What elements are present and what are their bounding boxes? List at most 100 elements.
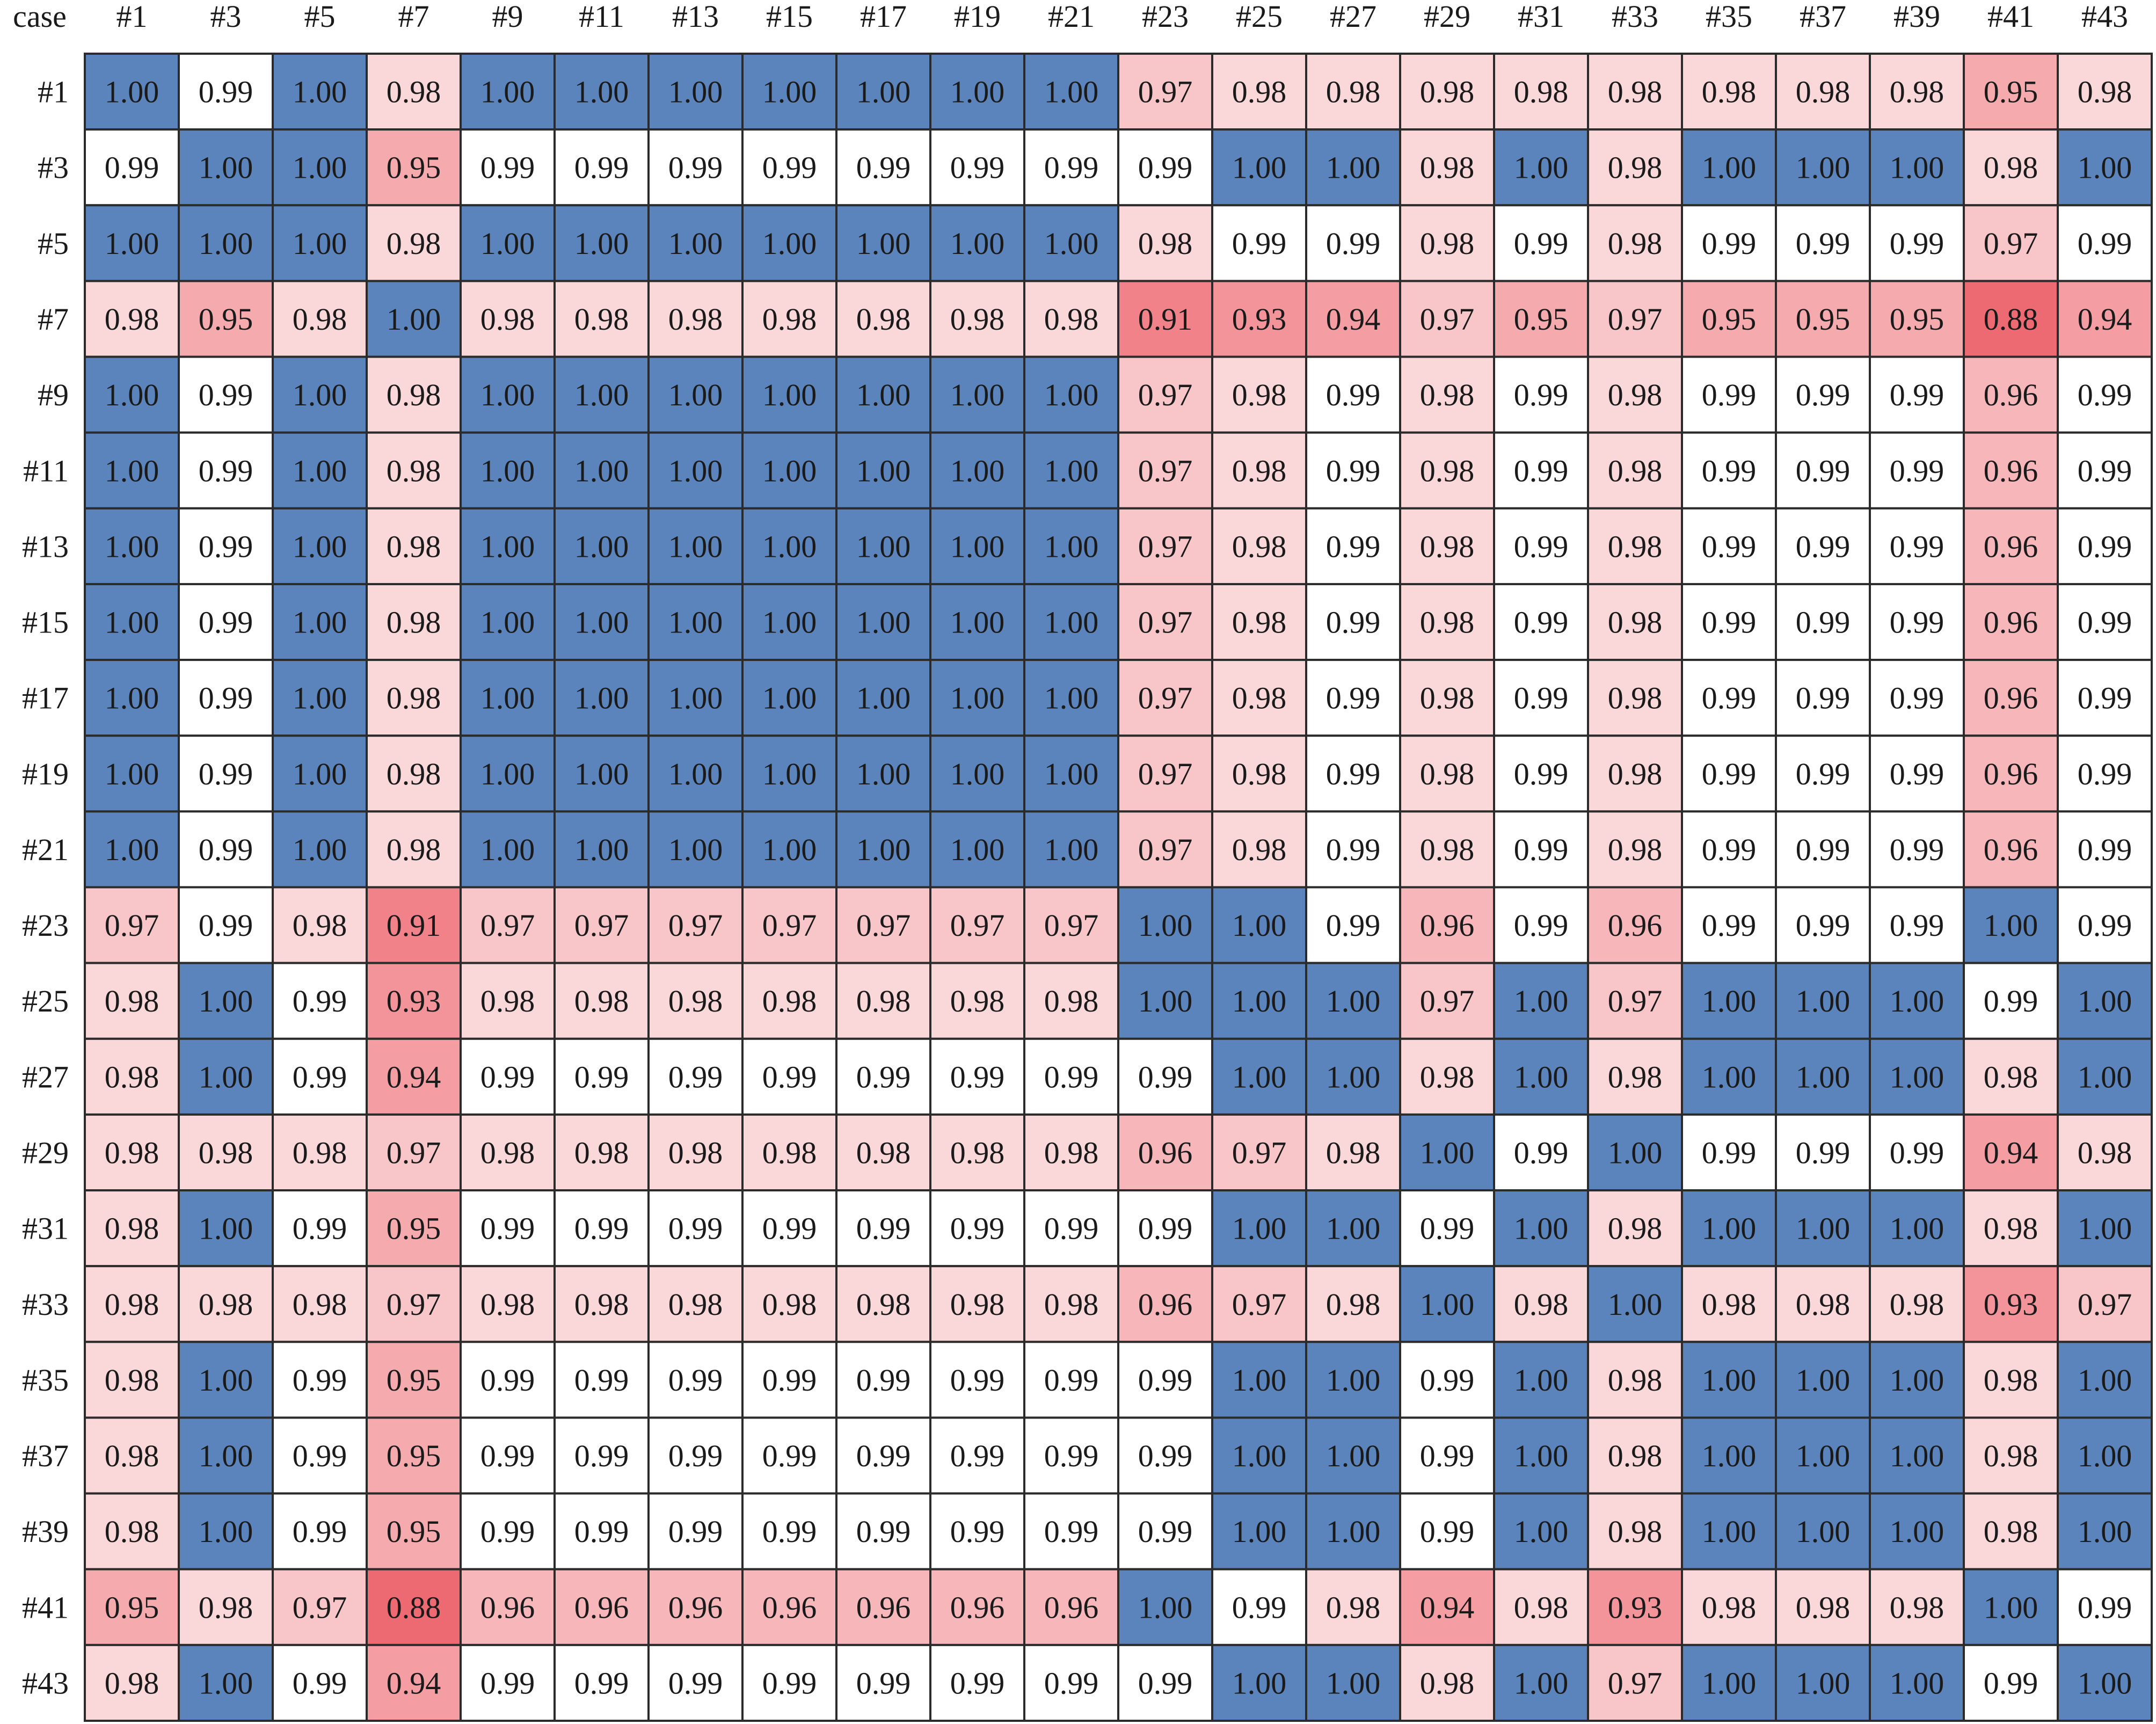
column-label: #11 bbox=[579, 0, 624, 34]
heatmap-cell bbox=[647, 128, 744, 207]
cell-value-label: 1.00 bbox=[1702, 1665, 1757, 1700]
cell-value-label: 0.99 bbox=[480, 1059, 535, 1094]
cell-value-label: 0.99 bbox=[762, 1438, 817, 1473]
cell-value-label: 0.96 bbox=[950, 1590, 1005, 1625]
cell-value-label: 0.98 bbox=[105, 1211, 159, 1246]
heatmap-cell bbox=[929, 431, 1025, 510]
heatmap-cell bbox=[1493, 1037, 1589, 1116]
heatmap-cell bbox=[929, 280, 1025, 358]
heatmap-cell bbox=[929, 810, 1025, 889]
cell-value-label: 1.00 bbox=[1326, 1059, 1381, 1094]
heatmap-cell bbox=[1587, 355, 1683, 434]
cell-value-label: 1.00 bbox=[574, 756, 629, 791]
heatmap-cell bbox=[1869, 734, 1965, 813]
cell-value-label: 0.98 bbox=[105, 1438, 159, 1473]
cell-value-label: 0.99 bbox=[1796, 832, 1851, 867]
heatmap-cell bbox=[553, 507, 650, 585]
cell-value-label: 1.00 bbox=[293, 605, 347, 640]
cell-value-label: 0.99 bbox=[2078, 377, 2132, 412]
cell-value-label: 1.00 bbox=[574, 605, 629, 640]
heatmap-cell bbox=[1211, 431, 1307, 510]
heatmap-cell bbox=[647, 810, 744, 889]
heatmap-cell bbox=[460, 1416, 556, 1495]
heatmap-cell bbox=[1493, 1265, 1589, 1343]
cell-value-label: 0.99 bbox=[1420, 1363, 1475, 1398]
heatmap-cell bbox=[178, 53, 274, 131]
cell-value-label: 0.99 bbox=[762, 1059, 817, 1094]
cell-value-label: 0.98 bbox=[480, 302, 535, 337]
heatmap-cell bbox=[1681, 1643, 1777, 1722]
cell-value-label: 1.00 bbox=[856, 605, 911, 640]
cell-value-label: 0.98 bbox=[1890, 75, 1944, 110]
heatmap-cell bbox=[1775, 507, 1871, 585]
row-label: #23 bbox=[22, 908, 69, 943]
cell-value-label: 0.97 bbox=[293, 1590, 347, 1625]
cell-value-label: 0.98 bbox=[1514, 1590, 1569, 1625]
heatmap-cell bbox=[1775, 734, 1871, 813]
cell-value-label: 0.97 bbox=[1138, 377, 1193, 412]
column-label: #19 bbox=[954, 0, 1001, 34]
heatmap-cell bbox=[1681, 53, 1777, 131]
row-label: #17 bbox=[22, 681, 69, 716]
heatmap-cell bbox=[460, 1643, 556, 1722]
cell-value-label: 0.98 bbox=[950, 984, 1005, 1019]
heatmap-cell bbox=[460, 962, 556, 1040]
column-label: #29 bbox=[1424, 0, 1470, 34]
cell-value-label: 0.98 bbox=[387, 75, 441, 110]
cell-value-label: 1.00 bbox=[856, 453, 911, 488]
cell-value-label: 0.99 bbox=[1044, 1665, 1099, 1700]
cell-value-label: 0.99 bbox=[199, 453, 253, 488]
cell-value-label: 0.98 bbox=[762, 1287, 817, 1322]
row-label: #29 bbox=[22, 1135, 69, 1170]
heatmap-cell bbox=[1023, 1037, 1119, 1116]
cell-value-label: 0.98 bbox=[1420, 1665, 1475, 1700]
cell-value-label: 1.00 bbox=[293, 756, 347, 791]
heatmap-cell bbox=[1117, 1037, 1213, 1116]
heatmap-cell bbox=[2057, 128, 2153, 207]
heatmap-cell bbox=[1399, 1492, 1495, 1570]
cell-value-label: 0.98 bbox=[293, 302, 347, 337]
cell-value-label: 1.00 bbox=[762, 226, 817, 261]
heatmap-cell bbox=[835, 280, 931, 358]
cell-value-label: 0.99 bbox=[1702, 605, 1757, 640]
cell-value-label: 1.00 bbox=[950, 529, 1005, 564]
cell-value-label: 1.00 bbox=[950, 605, 1005, 640]
cell-value-label: 1.00 bbox=[480, 605, 535, 640]
cell-value-label: 0.97 bbox=[574, 908, 629, 943]
heatmap-cell bbox=[835, 204, 931, 282]
cell-value-label: 0.99 bbox=[199, 832, 253, 867]
cell-value-label: 1.00 bbox=[480, 453, 535, 488]
heatmap-cell bbox=[1211, 1416, 1307, 1495]
cell-value-label: 0.94 bbox=[387, 1665, 441, 1700]
cell-value-label: 1.00 bbox=[480, 529, 535, 564]
cell-value-label: 0.99 bbox=[574, 1438, 629, 1473]
cell-value-label: 0.98 bbox=[1984, 1514, 2038, 1549]
heatmap-cell bbox=[272, 355, 368, 434]
cell-value-label: 0.99 bbox=[1796, 605, 1851, 640]
cell-value-label: 1.00 bbox=[1044, 529, 1099, 564]
heatmap-cell bbox=[366, 204, 462, 282]
heatmap-cell bbox=[272, 1643, 368, 1722]
heatmap-cell bbox=[647, 1643, 744, 1722]
cell-value-label: 0.97 bbox=[1138, 605, 1193, 640]
cell-value-label: 0.95 bbox=[105, 1590, 159, 1625]
cell-value-label: 0.98 bbox=[1420, 681, 1475, 716]
cell-value-label: 0.98 bbox=[1984, 1363, 2038, 1398]
cell-value-label: 0.98 bbox=[105, 984, 159, 1019]
cell-value-label: 0.94 bbox=[1420, 1590, 1475, 1625]
cell-value-label: 0.99 bbox=[668, 1438, 723, 1473]
cell-value-label: 0.97 bbox=[1232, 1135, 1287, 1170]
cell-value-label: 0.99 bbox=[199, 908, 253, 943]
cell-value-label: 0.99 bbox=[668, 1514, 723, 1549]
heatmap-cell bbox=[366, 1492, 462, 1570]
cell-value-label: 1.00 bbox=[856, 75, 911, 110]
cell-value-label: 1.00 bbox=[1326, 1665, 1381, 1700]
heatmap-cell bbox=[1587, 1643, 1683, 1722]
heatmap-cell bbox=[1399, 1416, 1495, 1495]
heatmap-cell bbox=[1587, 280, 1683, 358]
heatmap-cell bbox=[460, 1568, 556, 1646]
heatmap-cell bbox=[1587, 1265, 1683, 1343]
cell-value-label: 1.00 bbox=[856, 377, 911, 412]
cell-value-label: 1.00 bbox=[1702, 150, 1757, 185]
cell-value-label: 0.99 bbox=[1702, 832, 1757, 867]
